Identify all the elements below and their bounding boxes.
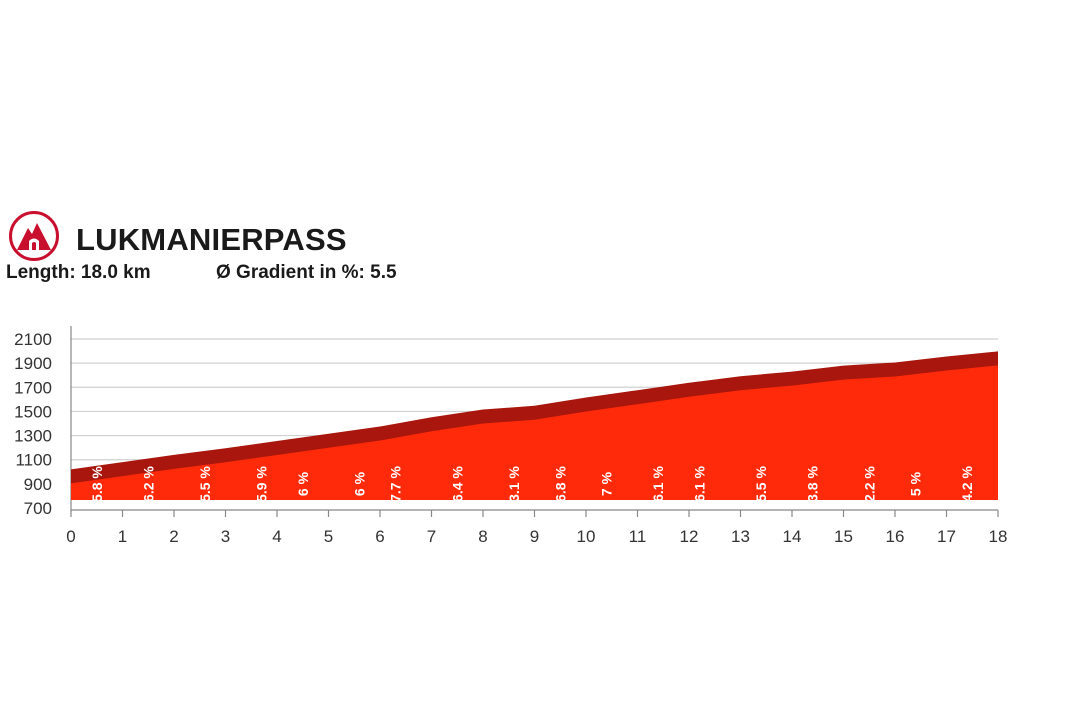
gradient-label: 5.9 % [254, 466, 270, 502]
x-tick-label: 0 [66, 527, 75, 546]
y-tick-label: 1500 [14, 402, 52, 421]
gradient-label: 7.7 % [387, 466, 403, 502]
x-tick-label: 11 [629, 527, 647, 546]
gradient-label: 5.8 % [89, 466, 105, 502]
y-tick-label: 1900 [14, 354, 52, 373]
gradient-label: 6.4 % [449, 466, 465, 502]
x-tick-label: 9 [530, 527, 539, 546]
gradient-label: 6 % [351, 471, 367, 496]
y-tick-label: 1100 [15, 451, 52, 470]
gradient-label: 2.2 % [861, 466, 877, 502]
x-tick-label: 4 [272, 527, 281, 546]
x-tick-label: 8 [478, 527, 487, 546]
gradient-label: 6.2 % [140, 466, 156, 502]
x-tick-label: 1 [118, 527, 127, 546]
mountain-pass-icon [9, 211, 59, 261]
gradient-label: 6.1 % [650, 466, 666, 502]
gradient-label: 6.1 % [691, 466, 707, 502]
climb-title: LUKMANIERPASS [76, 222, 347, 257]
length-info: Length: 18.0 km [6, 262, 151, 283]
x-tick-label: 2 [169, 527, 178, 546]
gradient-label: 3.1 % [506, 466, 522, 502]
y-tick-label: 1700 [14, 378, 52, 397]
x-tick-label: 13 [731, 527, 750, 546]
gradient-label: 4.2 % [959, 466, 975, 502]
gradient-label: 5 % [908, 471, 924, 496]
y-tick-label: 700 [24, 499, 52, 518]
x-tick-label: 18 [989, 527, 1008, 546]
gradient-label: 6.8 % [552, 466, 568, 502]
profile-area [71, 365, 998, 500]
x-tick-label: 12 [680, 527, 699, 546]
y-tick-label: 900 [24, 475, 52, 494]
x-tick-label: 15 [834, 527, 853, 546]
x-tick-label: 17 [937, 527, 956, 546]
y-tick-label: 2100 [14, 330, 52, 349]
x-tick-label: 7 [427, 527, 436, 546]
gradient-label: 5.5 % [753, 466, 769, 502]
gradient-label: 3.8 % [805, 466, 821, 502]
x-tick-label: 3 [221, 527, 230, 546]
x-tick-label: 6 [375, 527, 384, 546]
gradient-label: 5.5 % [197, 466, 213, 502]
x-tick-label: 5 [324, 527, 333, 546]
gradient-label: 7 % [599, 471, 615, 496]
x-tick-label: 16 [886, 527, 905, 546]
x-tick-label: 14 [783, 527, 802, 546]
y-tick-label: 1300 [14, 427, 52, 446]
gradient-label: 6 % [295, 471, 311, 496]
average-gradient-info: Ø Gradient in %: 5.5 [216, 262, 397, 283]
x-tick-label: 10 [577, 527, 596, 546]
